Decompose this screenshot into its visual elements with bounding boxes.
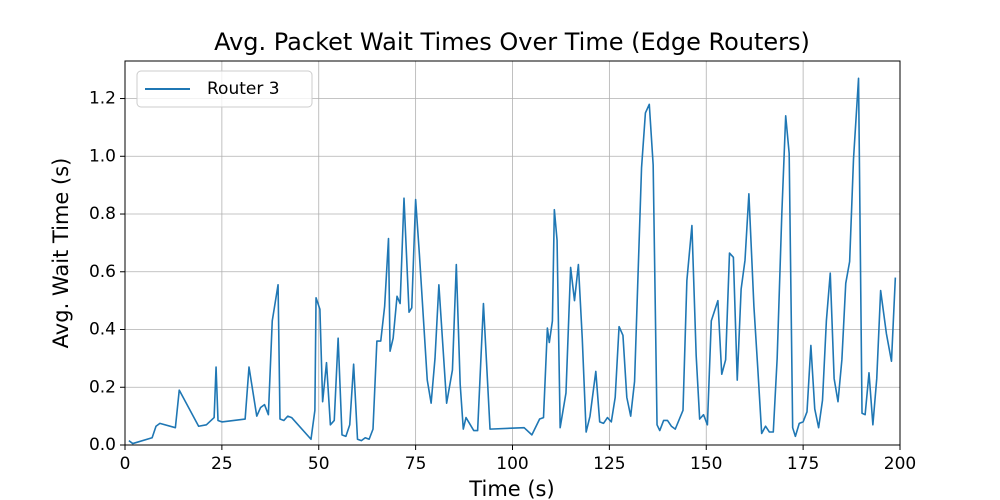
- x-tick-label: 75: [405, 454, 427, 474]
- x-tick-label: 150: [690, 454, 722, 474]
- x-tick-label: 50: [308, 454, 330, 474]
- y-tick-label: 1.2: [89, 89, 116, 109]
- y-axis-label: Avg. Wait Time (s): [49, 158, 73, 349]
- plot-frame: [124, 60, 901, 446]
- data-line: [128, 77, 897, 445]
- x-tick-label: 25: [211, 454, 233, 474]
- x-tick-label: 0: [120, 454, 131, 474]
- x-tick-label: 175: [787, 454, 819, 474]
- y-tick-label: 0.6: [89, 262, 116, 282]
- legend-label: Router 3: [207, 79, 280, 99]
- x-tick-label: 200: [884, 454, 916, 474]
- y-tick-label: 0.8: [89, 204, 116, 224]
- legend-box: [136, 70, 313, 108]
- legend: Router 3: [136, 70, 313, 108]
- y-tick-label: 0.4: [89, 320, 116, 340]
- x-tick-label: 100: [496, 454, 528, 474]
- y-tick-label: 0.0: [89, 435, 116, 455]
- x-tick-label: 125: [593, 454, 625, 474]
- x-axis-label: Time (s): [468, 477, 554, 500]
- chart-title: Avg. Packet Wait Times Over Time (Edge R…: [214, 28, 810, 56]
- y-tick-label: 0.2: [89, 377, 116, 397]
- y-tick-label: 1.0: [89, 146, 116, 166]
